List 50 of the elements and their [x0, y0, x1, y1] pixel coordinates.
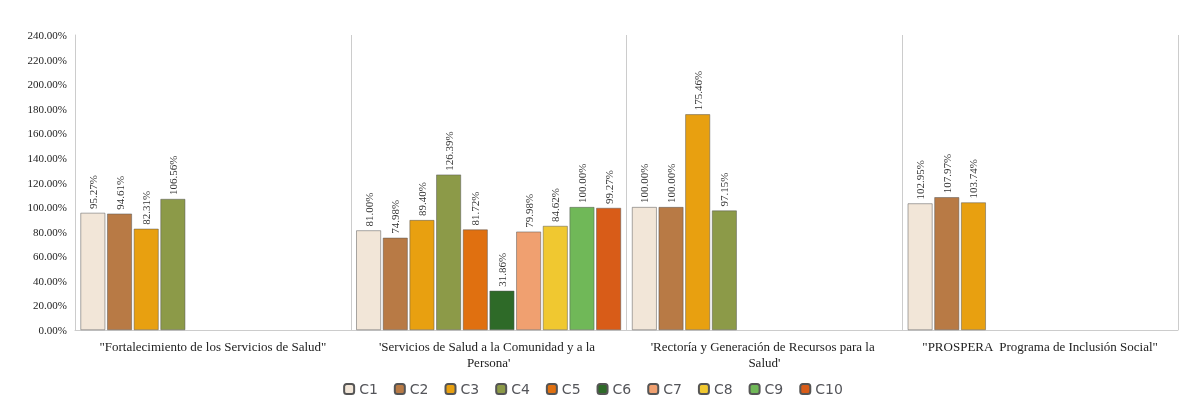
data-label: 100.00% — [638, 163, 651, 204]
data-label: 95.27% — [86, 174, 99, 209]
data-label: 100.00% — [575, 163, 588, 204]
data-label: 84.62% — [549, 188, 562, 222]
data-label: 100.00% — [665, 163, 678, 204]
y-tick-label: 100.00% — [27, 201, 67, 214]
data-label: 106.56% — [166, 155, 179, 196]
data-label: 103.74% — [967, 159, 980, 199]
y-tick-label: 20.00% — [33, 299, 67, 312]
legend-label: C5 — [561, 381, 581, 397]
data-label: 102.95% — [914, 160, 927, 200]
y-tick-label: 120.00% — [27, 176, 67, 189]
data-label: 74.98% — [389, 199, 402, 234]
legend-label: C10 — [815, 381, 843, 397]
data-label: 99.27% — [602, 170, 615, 204]
x-tick-label: "PROSPERA Programa de Inclusión Social" — [922, 338, 1158, 354]
y-tick-label: 240.00% — [27, 29, 67, 41]
y-tick-label: 220.00% — [27, 53, 67, 66]
y-tick-label: 80.00% — [33, 225, 67, 238]
data-label: 89.40% — [415, 182, 428, 217]
data-label: 79.98% — [522, 193, 535, 228]
legend-label: C6 — [612, 381, 632, 397]
legend-label: C1 — [359, 381, 378, 397]
y-tick-label: 40.00% — [33, 274, 67, 287]
legend-label: C7 — [663, 381, 682, 397]
data-label: 175.46% — [691, 70, 704, 111]
data-label: 82.31% — [140, 190, 153, 225]
bar — [712, 210, 737, 330]
data-label: 97.15% — [718, 172, 731, 207]
legend-label: C4 — [511, 381, 530, 397]
bar — [356, 230, 381, 330]
x-tick-label: 'Servicios de Salud a la Comunidad y a la Persona' — [378, 338, 599, 370]
y-tick-label: 200.00% — [27, 78, 67, 91]
x-tick-label: "Fortalecimiento de los Servicios de Salud" — [99, 338, 327, 354]
legend-label: C3 — [460, 381, 480, 397]
x-tick-label: 'Rectoría y Generación de Recursos para la Salud' — [650, 338, 878, 370]
y-tick-label: 0.00% — [38, 324, 67, 336]
legend-label: C8 — [713, 381, 733, 397]
y-tick-label: 180.00% — [27, 102, 67, 115]
data-label: 31.86% — [495, 252, 508, 287]
legend-label: C2 — [409, 381, 429, 397]
data-label: 81.00% — [362, 192, 375, 227]
y-tick-label: 60.00% — [33, 250, 67, 263]
y-tick-label: 160.00% — [27, 127, 67, 140]
data-label: 81.72% — [469, 191, 482, 226]
y-tick-label: 140.00% — [27, 151, 67, 164]
legend-label: C9 — [764, 381, 784, 397]
data-label: 94.61% — [113, 175, 126, 210]
data-label: 126.39% — [442, 131, 455, 171]
data-label: 107.97% — [940, 153, 953, 194]
